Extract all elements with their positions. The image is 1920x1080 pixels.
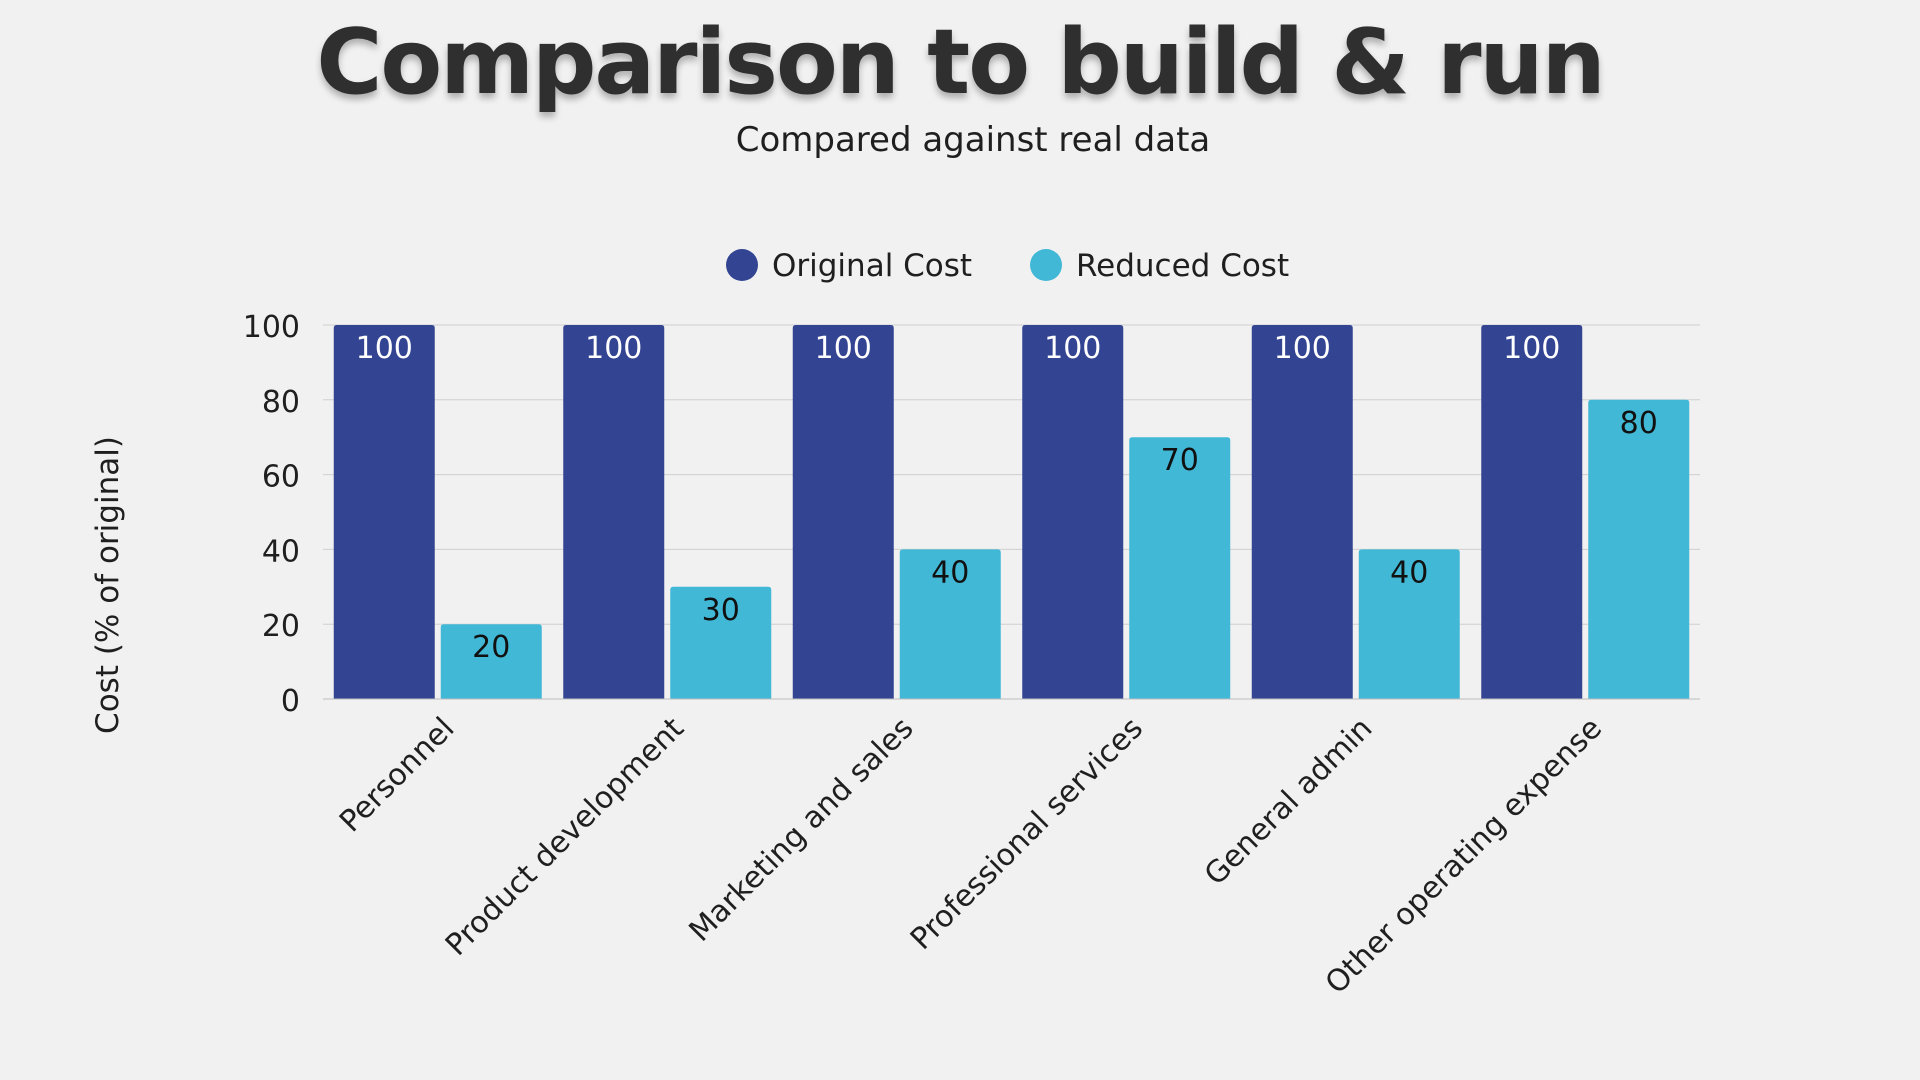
data-label-reduced-cost-general-admin: 40	[1390, 555, 1428, 590]
bar-reduced-cost-product-development	[670, 586, 772, 699]
x-category-label-general-admin: General admin	[1198, 711, 1380, 893]
bar-reduced-cost-personnel	[440, 624, 542, 699]
data-label-reduced-cost-other-operating-expense: 80	[1620, 406, 1658, 441]
bar-original-cost-product-development	[563, 325, 665, 699]
data-label-reduced-cost-professional-services: 70	[1161, 443, 1199, 478]
data-label-original-cost-marketing-and-sales: 100	[815, 331, 872, 366]
chart-title: Comparison to build & run	[316, 10, 1605, 115]
data-label-original-cost-personnel: 100	[356, 331, 413, 366]
bar-original-cost-other-operating-expense	[1481, 325, 1583, 699]
data-label-original-cost-professional-services: 100	[1044, 331, 1101, 366]
y-tick-label: 0	[281, 684, 300, 719]
legend: Original Cost Reduced Cost	[726, 248, 1289, 284]
chart-subtitle: Compared against real data	[735, 120, 1211, 160]
bar-original-cost-personnel	[333, 325, 435, 699]
x-category-label-personnel: Personnel	[333, 711, 461, 839]
legend-swatch-original-cost	[726, 249, 758, 281]
bar-reduced-cost-professional-services	[1129, 437, 1231, 699]
x-category-label-other-operating-expense: Other operating expense	[1319, 711, 1609, 1001]
y-axis-title: Cost (% of original)	[90, 436, 126, 734]
legend-swatch-reduced-cost	[1030, 249, 1062, 281]
data-label-original-cost-general-admin: 100	[1274, 331, 1331, 366]
data-label-reduced-cost-marketing-and-sales: 40	[931, 555, 969, 590]
bar-original-cost-professional-services	[1022, 325, 1124, 699]
legend-label-original-cost: Original Cost	[772, 248, 972, 284]
bars	[333, 325, 1690, 699]
grid-lines	[323, 324, 1700, 625]
bar-reduced-cost-general-admin	[1358, 549, 1460, 699]
data-label-original-cost-other-operating-expense: 100	[1503, 331, 1560, 366]
y-tick-label: 100	[243, 310, 300, 345]
bar-reduced-cost-other-operating-expense	[1588, 399, 1690, 699]
y-tick-label: 60	[262, 460, 300, 495]
data-label-original-cost-product-development: 100	[585, 331, 642, 366]
x-category-label-product-development: Product development	[439, 711, 691, 963]
data-labels: 100 20 100 30 100 40 100 70 100 40 100 80	[356, 331, 1658, 665]
x-category-label-professional-services: Professional services	[904, 711, 1150, 957]
y-tick-label: 80	[262, 385, 300, 420]
y-tick-label: 40	[262, 534, 300, 569]
data-label-reduced-cost-personnel: 20	[472, 630, 510, 665]
bar-original-cost-general-admin	[1251, 325, 1353, 699]
data-label-reduced-cost-product-development: 30	[702, 593, 740, 628]
bar-original-cost-marketing-and-sales	[792, 325, 894, 699]
y-axis-ticks: 0 20 40 60 80 100	[243, 310, 300, 719]
x-category-label-marketing-and-sales: Marketing and sales	[682, 711, 920, 949]
y-tick-label: 20	[262, 609, 300, 644]
legend-label-reduced-cost: Reduced Cost	[1076, 248, 1289, 284]
bar-reduced-cost-marketing-and-sales	[899, 549, 1001, 699]
